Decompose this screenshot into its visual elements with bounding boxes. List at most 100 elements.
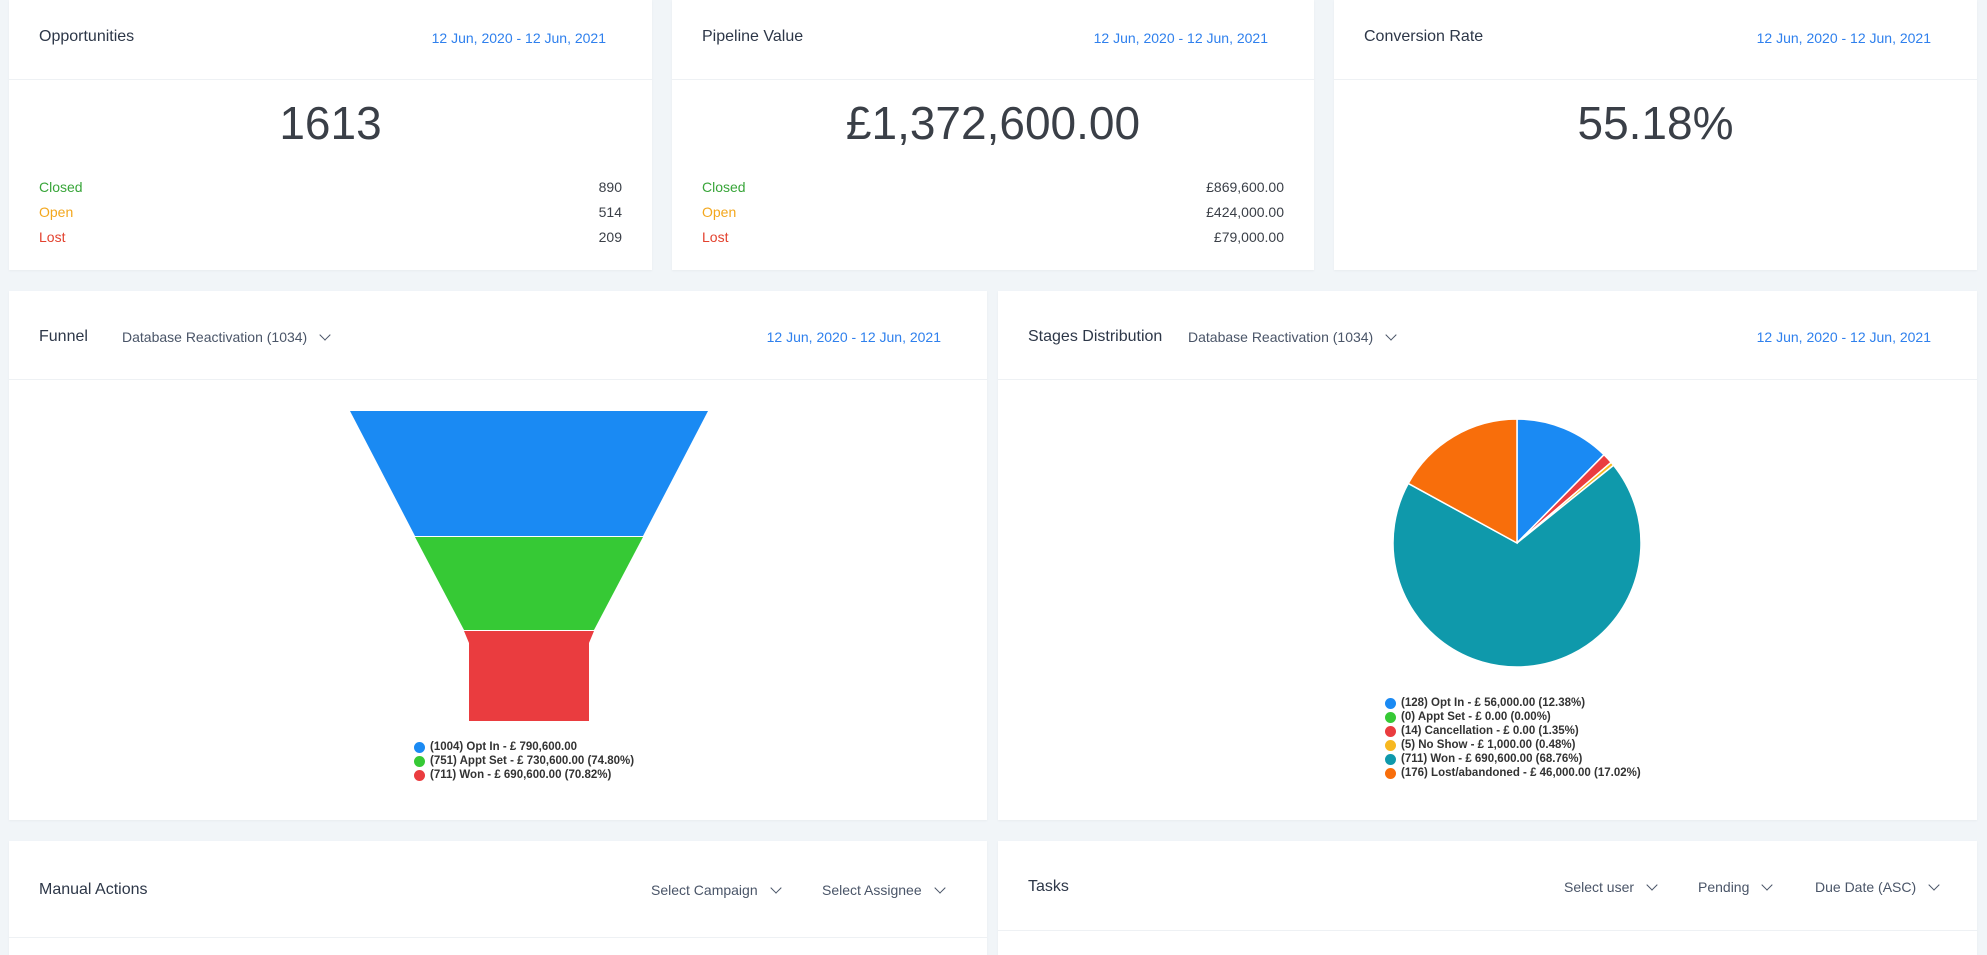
stat-row-lost: Lost 209	[39, 229, 622, 249]
date-range-picker[interactable]: 12 Jun, 2020 - 12 Jun, 2021	[766, 329, 941, 345]
legend-label: (751) Appt Set - £ 730,600.00 (74.80%)	[430, 755, 635, 767]
date-range-picker[interactable]: 12 Jun, 2020 - 12 Jun, 2021	[1756, 30, 1931, 46]
card-title: Stages Distribution	[1028, 328, 1163, 345]
funnel-segment-appt-set[interactable]	[415, 537, 643, 630]
legend-dot-icon	[1385, 725, 1396, 737]
card-title: Opportunities	[39, 28, 135, 45]
stat-value: £424,000.00	[1206, 204, 1284, 220]
legend-dot-icon	[1385, 711, 1396, 723]
stat-label: Lost	[702, 229, 729, 245]
pipeline-select-dropdown[interactable]: Database Reactivation (1034)	[1188, 329, 1397, 345]
funnel-chart	[350, 411, 708, 721]
funnel-card: Funnel Database Reactivation (1034) 12 J…	[9, 291, 987, 820]
card-title: Funnel	[39, 328, 88, 345]
chevron-down-icon	[769, 882, 782, 894]
stages-distribution-card: Stages Distribution Database Reactivatio…	[998, 291, 1977, 820]
legend-dot-icon	[1385, 767, 1396, 779]
chevron-down-icon	[933, 882, 946, 894]
manual-actions-card: Manual Actions Select Campaign Select As…	[9, 841, 987, 955]
conversion-rate-card: Conversion Rate 12 Jun, 2020 - 12 Jun, 2…	[1334, 0, 1977, 270]
stat-label: Open	[39, 204, 74, 220]
dropdown-label: Pending	[1698, 879, 1750, 895]
conversion-card-header: Conversion Rate 12 Jun, 2020 - 12 Jun, 2…	[1334, 0, 1977, 80]
task-sort-dropdown[interactable]: Due Date (ASC)	[1815, 879, 1940, 895]
dropdown-label: Select Assignee	[822, 882, 922, 898]
conversion-total: 55.18%	[1577, 97, 1734, 149]
legend-item[interactable]: (0) Appt Set - £ 0.00 (0.00%)	[1385, 710, 1641, 724]
pipeline-total: £1,372,600.00	[845, 97, 1141, 149]
legend-label: (0) Appt Set - £ 0.00 (0.00%)	[1401, 711, 1551, 723]
legend-dot-icon	[414, 755, 425, 767]
stages-legend: (128) Opt In - £ 56,000.00 (12.38%) (0) A…	[1385, 696, 1641, 780]
legend-label: (1004) Opt In - £ 790,600.00	[430, 741, 578, 753]
opportunities-card: Opportunities 12 Jun, 2020 - 12 Jun, 202…	[9, 0, 652, 270]
funnel-legend: (1004) Opt In - £ 790,600.00 (751) Appt S…	[414, 740, 634, 782]
pipeline-card-header: Pipeline Value 12 Jun, 2020 - 12 Jun, 20…	[672, 0, 1314, 80]
card-title: Pipeline Value	[702, 28, 804, 45]
legend-item[interactable]: (1004) Opt In - £ 790,600.00	[414, 740, 634, 754]
pipeline-select-dropdown[interactable]: Database Reactivation (1034)	[122, 329, 331, 345]
legend-item[interactable]: (128) Opt In - £ 56,000.00 (12.38%)	[1385, 696, 1641, 710]
legend-dot-icon	[1385, 739, 1396, 751]
chevron-down-icon	[1928, 879, 1940, 891]
stat-label: Closed	[702, 179, 746, 195]
date-range-picker[interactable]: 12 Jun, 2020 - 12 Jun, 2021	[1756, 329, 1931, 345]
legend-dot-icon	[414, 741, 425, 753]
pie-slice-lost-abandoned[interactable]	[1407, 418, 1518, 545]
select-assignee-dropdown[interactable]: Select Assignee	[822, 882, 946, 898]
date-range-picker[interactable]: 12 Jun, 2020 - 12 Jun, 2021	[1093, 30, 1268, 46]
stat-label: Closed	[39, 179, 83, 195]
select-user-dropdown[interactable]: Select user	[1564, 879, 1658, 895]
stat-row-closed: Closed 890	[39, 179, 622, 199]
stat-value: 890	[598, 179, 622, 195]
tasks-card: Tasks Select user Pending Due Date (ASC)	[998, 841, 1977, 955]
dropdown-label: Database Reactivation (1034)	[122, 329, 308, 345]
chevron-down-icon	[1761, 879, 1774, 891]
stat-value: £869,600.00	[1206, 179, 1284, 195]
card-title: Manual Actions	[39, 881, 148, 898]
select-campaign-dropdown[interactable]: Select Campaign	[651, 882, 782, 898]
legend-label: (14) Cancellation - £ 0.00 (1.35%)	[1401, 725, 1579, 737]
stat-value: £79,000.00	[1213, 229, 1284, 245]
card-title: Tasks	[1028, 878, 1069, 895]
pipeline-value-card: Pipeline Value 12 Jun, 2020 - 12 Jun, 20…	[672, 0, 1314, 270]
legend-label: (5) No Show - £ 1,000.00 (0.48%)	[1401, 739, 1576, 751]
stat-value: 514	[598, 204, 622, 220]
funnel-segment-won[interactable]	[464, 631, 594, 721]
legend-label: (128) Opt In - £ 56,000.00 (12.38%)	[1401, 697, 1586, 709]
tasks-header: Tasks Select user Pending Due Date (ASC)	[998, 841, 1977, 931]
stat-value: 209	[598, 229, 622, 245]
opportunities-total: 1613	[279, 97, 382, 149]
funnel-segment-opt-in[interactable]	[350, 411, 708, 536]
date-range-picker[interactable]: 12 Jun, 2020 - 12 Jun, 2021	[431, 30, 606, 46]
legend-dot-icon	[1385, 697, 1396, 709]
pie-slice-won[interactable]	[1392, 464, 1642, 668]
legend-item[interactable]: (176) Lost/abandoned - £ 46,000.00 (17.0…	[1385, 766, 1641, 780]
stat-row-closed: Closed £869,600.00	[702, 179, 1284, 199]
chevron-down-icon	[1646, 879, 1658, 891]
legend-item[interactable]: (711) Won - £ 690,600.00 (68.76%)	[1385, 752, 1641, 766]
legend-item[interactable]: (14) Cancellation - £ 0.00 (1.35%)	[1385, 724, 1641, 738]
dropdown-label: Select user	[1564, 879, 1635, 895]
legend-label: (711) Won - £ 690,600.00 (70.82%)	[430, 769, 612, 781]
stat-label: Lost	[39, 229, 66, 245]
legend-item[interactable]: (711) Won - £ 690,600.00 (70.82%)	[414, 768, 634, 782]
legend-label: (711) Won - £ 690,600.00 (68.76%)	[1401, 753, 1583, 765]
legend-item[interactable]: (5) No Show - £ 1,000.00 (0.48%)	[1385, 738, 1641, 752]
card-title: Conversion Rate	[1364, 28, 1484, 45]
dropdown-label: Due Date (ASC)	[1815, 879, 1917, 895]
dropdown-label: Select Campaign	[651, 882, 758, 898]
stat-row-open: Open £424,000.00	[702, 204, 1284, 224]
dropdown-label: Database Reactivation (1034)	[1188, 329, 1374, 345]
pie-slice-opt-in[interactable]	[1516, 418, 1606, 545]
task-status-dropdown[interactable]: Pending	[1698, 879, 1774, 895]
stages-card-header: Stages Distribution Database Reactivatio…	[998, 291, 1977, 380]
legend-item[interactable]: (751) Appt Set - £ 730,600.00 (74.80%)	[414, 754, 634, 768]
funnel-card-header: Funnel Database Reactivation (1034) 12 J…	[9, 291, 987, 380]
stat-row-open: Open 514	[39, 204, 622, 224]
stages-pie-chart	[1392, 418, 1642, 668]
legend-dot-icon	[1385, 753, 1396, 765]
legend-dot-icon	[414, 769, 425, 781]
manual-actions-header: Manual Actions Select Campaign Select As…	[9, 841, 987, 938]
legend-label: (176) Lost/abandoned - £ 46,000.00 (17.0…	[1401, 767, 1641, 779]
